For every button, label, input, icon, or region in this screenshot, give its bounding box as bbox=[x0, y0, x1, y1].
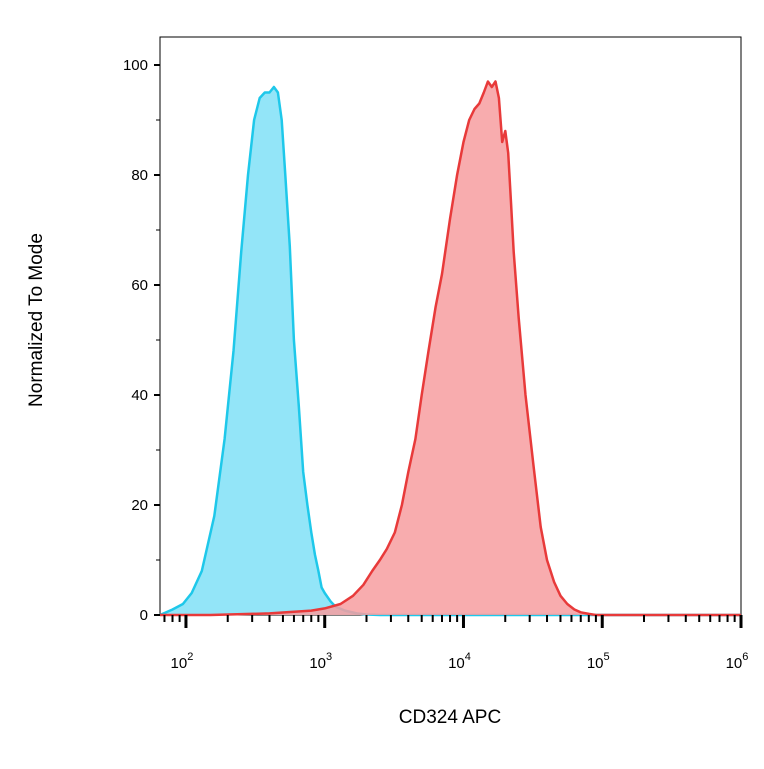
x-axis-title: CD324 APC bbox=[399, 707, 501, 728]
series-layer bbox=[159, 80, 741, 617]
x-tick-label: 106 bbox=[726, 651, 749, 672]
series-2-area bbox=[160, 81, 741, 615]
x-tick-label: 102 bbox=[171, 651, 194, 672]
y-tick-label: 100 bbox=[123, 57, 148, 74]
y-tick-label: 80 bbox=[131, 167, 148, 184]
y-tick-label: 0 bbox=[140, 607, 148, 624]
y-axis-title: Normalized To Mode bbox=[26, 233, 47, 407]
y-axis: 0 20 40 60 80 100 bbox=[123, 57, 160, 624]
y-tick-label: 60 bbox=[131, 277, 148, 294]
y-tick-label: 40 bbox=[131, 387, 148, 404]
y-tick-label: 20 bbox=[131, 497, 148, 514]
x-tick-label: 105 bbox=[587, 651, 610, 672]
series-2-line bbox=[160, 80, 741, 617]
series-1-area bbox=[160, 87, 741, 615]
x-tick-label: 103 bbox=[309, 651, 332, 672]
x-tick-label: 104 bbox=[448, 651, 471, 672]
x-axis: 102 103 104 105 106 bbox=[163, 615, 749, 672]
